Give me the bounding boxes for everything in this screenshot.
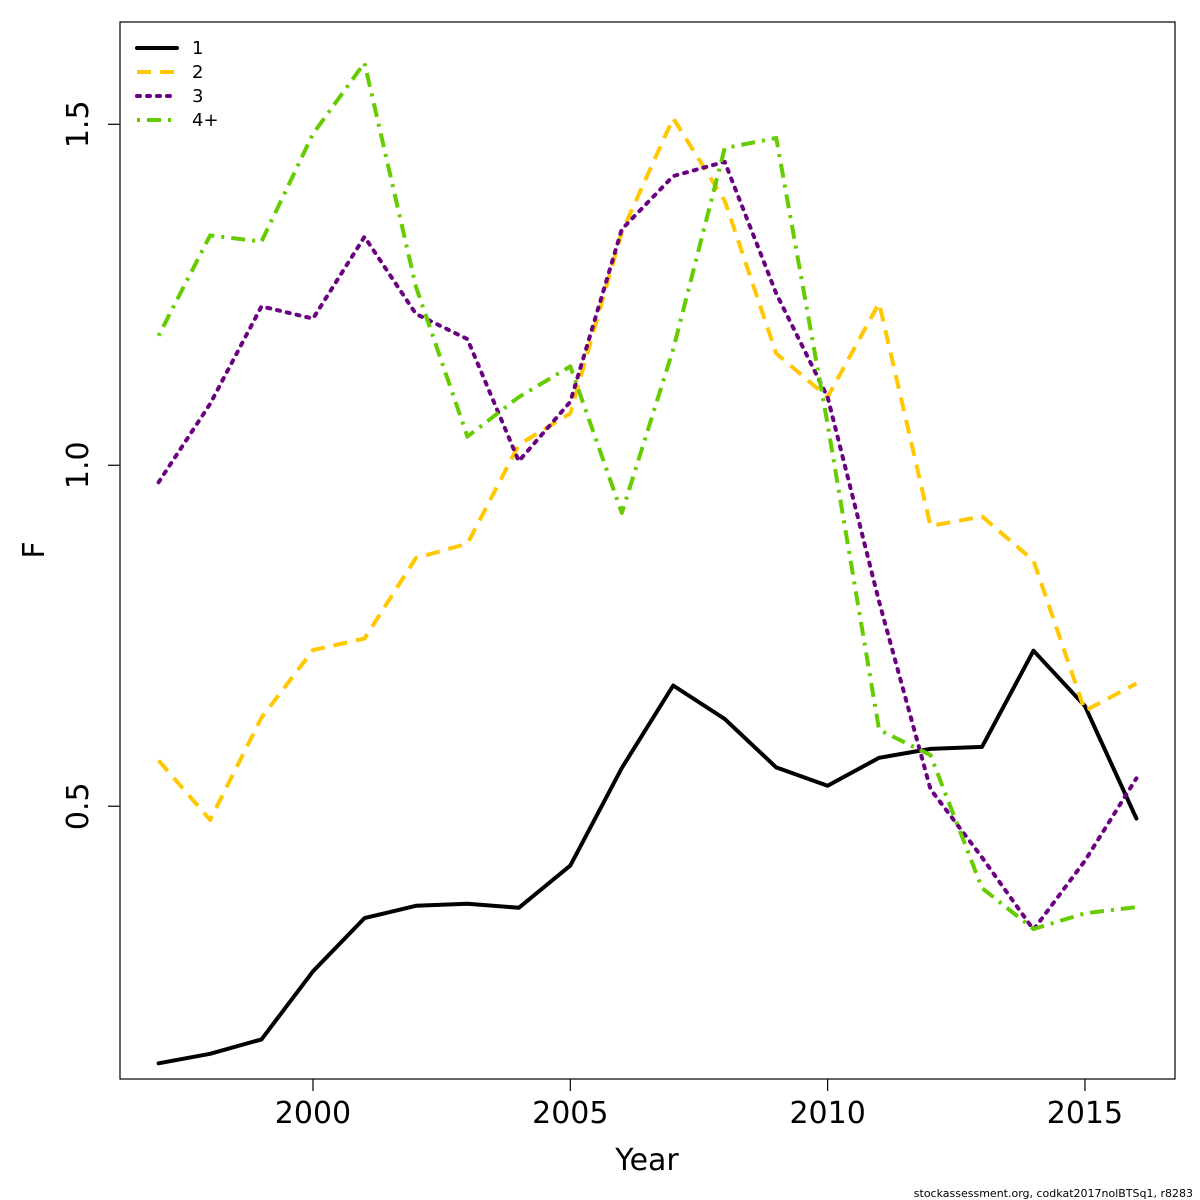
y-tick-label: 0.5 [61,782,96,830]
legend-label-1: 1 [192,38,203,59]
series-line-1 [156,648,1139,1066]
legend-label-3: 3 [192,86,203,107]
x-tick-label: 2010 [789,1096,865,1131]
y-axis: 0.5 1.0 1.5 [61,100,120,830]
x-tick-label: 2000 [275,1096,351,1131]
x-axis-title: Year [614,1143,679,1178]
series-line-2 [157,116,1138,822]
plot-frame [119,21,1176,1080]
legend: 1 2 3 4+ [135,38,219,131]
legend-label-4: 4+ [192,110,219,131]
y-tick-label: 1.5 [61,100,96,148]
y-tick-label: 1.0 [61,441,96,489]
series-line-4 [156,60,1137,931]
footnote: stockassessment.org, codkat2017nolBTSq1,… [914,1187,1193,1200]
series-lines [156,60,1139,1066]
x-tick-label: 2005 [532,1096,608,1131]
x-tick-label: 2015 [1047,1096,1123,1131]
legend-label-2: 2 [192,62,203,83]
x-axis: 2000 2005 2010 2015 [275,1079,1123,1131]
series-line-3 [156,159,1139,932]
y-axis-title: F [17,541,52,558]
